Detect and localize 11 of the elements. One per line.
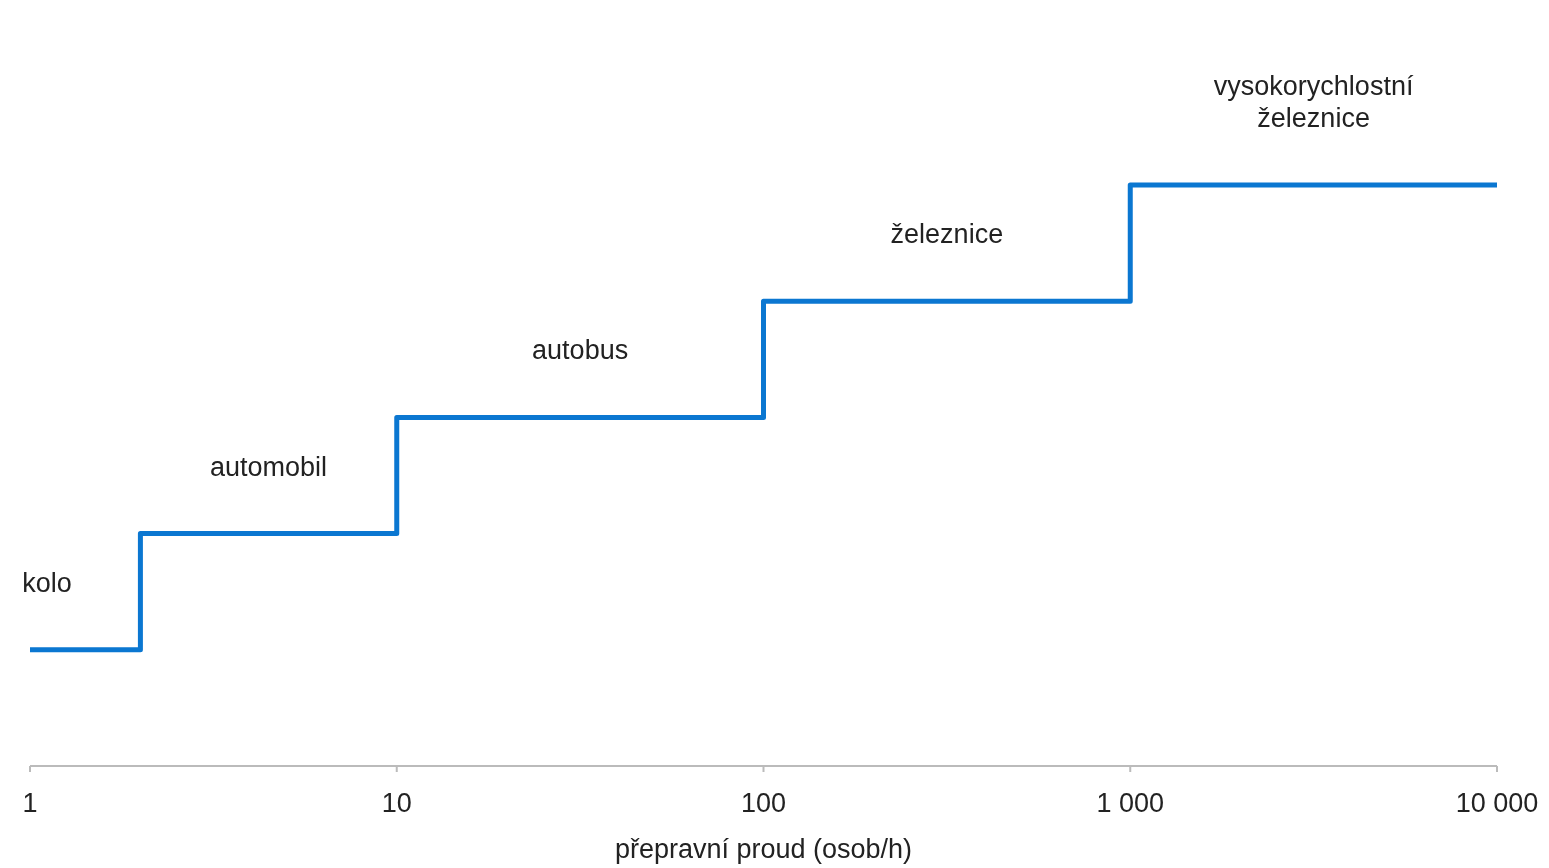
x-tick-label: 1 bbox=[22, 788, 38, 818]
text: vysokorychlostní železnice bbox=[1213, 71, 1414, 133]
x-tick-label: 100 bbox=[740, 788, 787, 818]
annotation: autobus bbox=[532, 335, 629, 366]
annotation: železnice bbox=[890, 219, 1004, 250]
annotation: kolo bbox=[22, 567, 72, 598]
annotation: automobil bbox=[210, 451, 328, 482]
x-tick-label: 1 000 bbox=[1096, 788, 1165, 818]
x-tick-label: 10 000 bbox=[1455, 788, 1539, 818]
x-tick-label: 10 bbox=[381, 788, 412, 818]
x-axis-title: přepravní proud (osob/h) bbox=[614, 834, 913, 864]
